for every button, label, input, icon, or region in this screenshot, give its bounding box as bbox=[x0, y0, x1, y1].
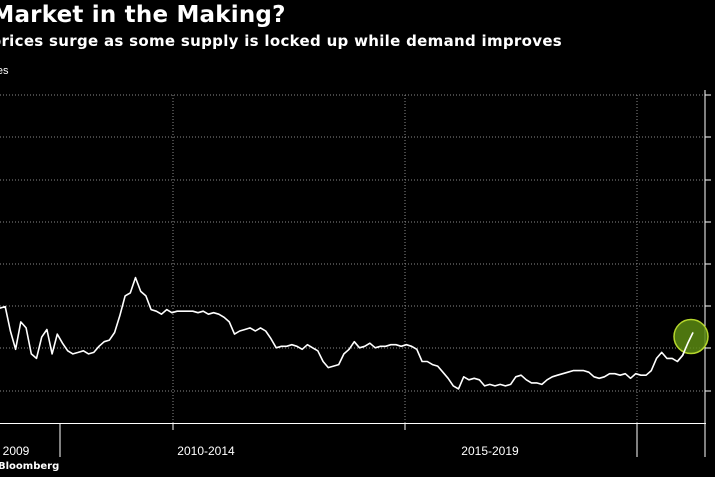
axes bbox=[0, 90, 706, 457]
x-tick-label-1: 2010-2014 bbox=[177, 444, 235, 458]
horizontal-gridlines bbox=[0, 94, 711, 392]
series-line-tail bbox=[676, 332, 694, 363]
x-tick-labels: 2009 2010-2014 2015-2019 bbox=[3, 444, 519, 458]
vertical-gridlines bbox=[172, 95, 638, 423]
series-group bbox=[0, 276, 694, 390]
chart-title: ll Market in the Making? bbox=[0, 2, 286, 28]
highlight-group bbox=[673, 318, 709, 363]
x-tick-label-0: 2009 bbox=[3, 444, 30, 458]
chart-subtitle: m prices surge as some supply is locked … bbox=[0, 32, 563, 50]
x-tick-label-2: 2015-2019 bbox=[461, 444, 519, 458]
source-label: Bloomberg bbox=[0, 461, 60, 472]
units-label: tures bbox=[0, 65, 9, 77]
series-line bbox=[0, 276, 694, 390]
